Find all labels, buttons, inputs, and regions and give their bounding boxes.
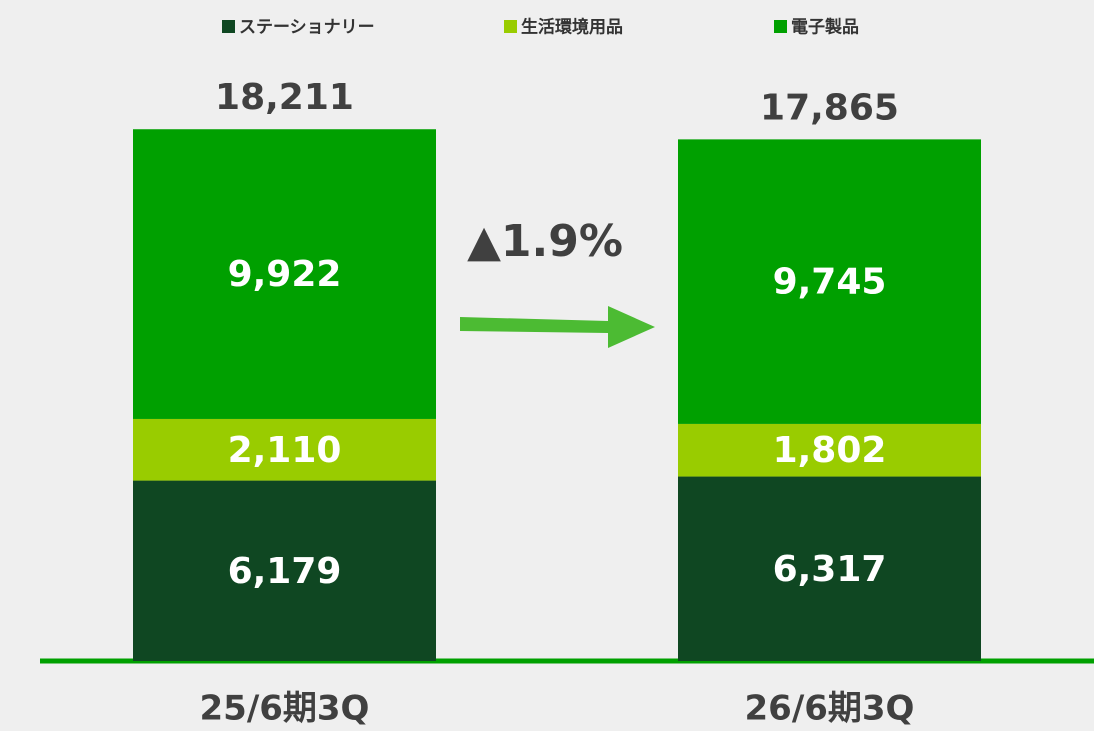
value-label: 6,317 [773, 549, 887, 590]
change-arrow [460, 306, 655, 348]
value-label: 9,922 [228, 254, 342, 295]
x-tick-label: 26/6期3Q [745, 689, 915, 729]
x-tick-label: 25/6期3Q [200, 689, 370, 729]
value-label: 6,179 [228, 551, 342, 592]
total-label: 17,865 [760, 87, 899, 128]
legend-label: ステーショナリー [239, 18, 375, 38]
bar-segment [133, 418, 436, 481]
value-label: 1,802 [773, 430, 887, 471]
legend-swatch [504, 20, 517, 33]
value-label: 2,110 [228, 430, 342, 471]
bar-segment [133, 480, 436, 661]
bar-segment [678, 423, 981, 477]
legend-label: 生活環境用品 [521, 17, 623, 38]
bar-segment [678, 139, 981, 424]
annotation: ▲1.9% [467, 216, 623, 267]
legend-label: 電子製品 [791, 17, 859, 38]
total-label: 18,211 [215, 77, 354, 118]
legend-swatch [774, 20, 787, 33]
bar-segment [133, 129, 436, 419]
legend-swatch [222, 20, 235, 33]
bar-segment [678, 476, 981, 661]
value-label: 9,745 [773, 262, 887, 303]
arrow-shape [460, 306, 655, 348]
